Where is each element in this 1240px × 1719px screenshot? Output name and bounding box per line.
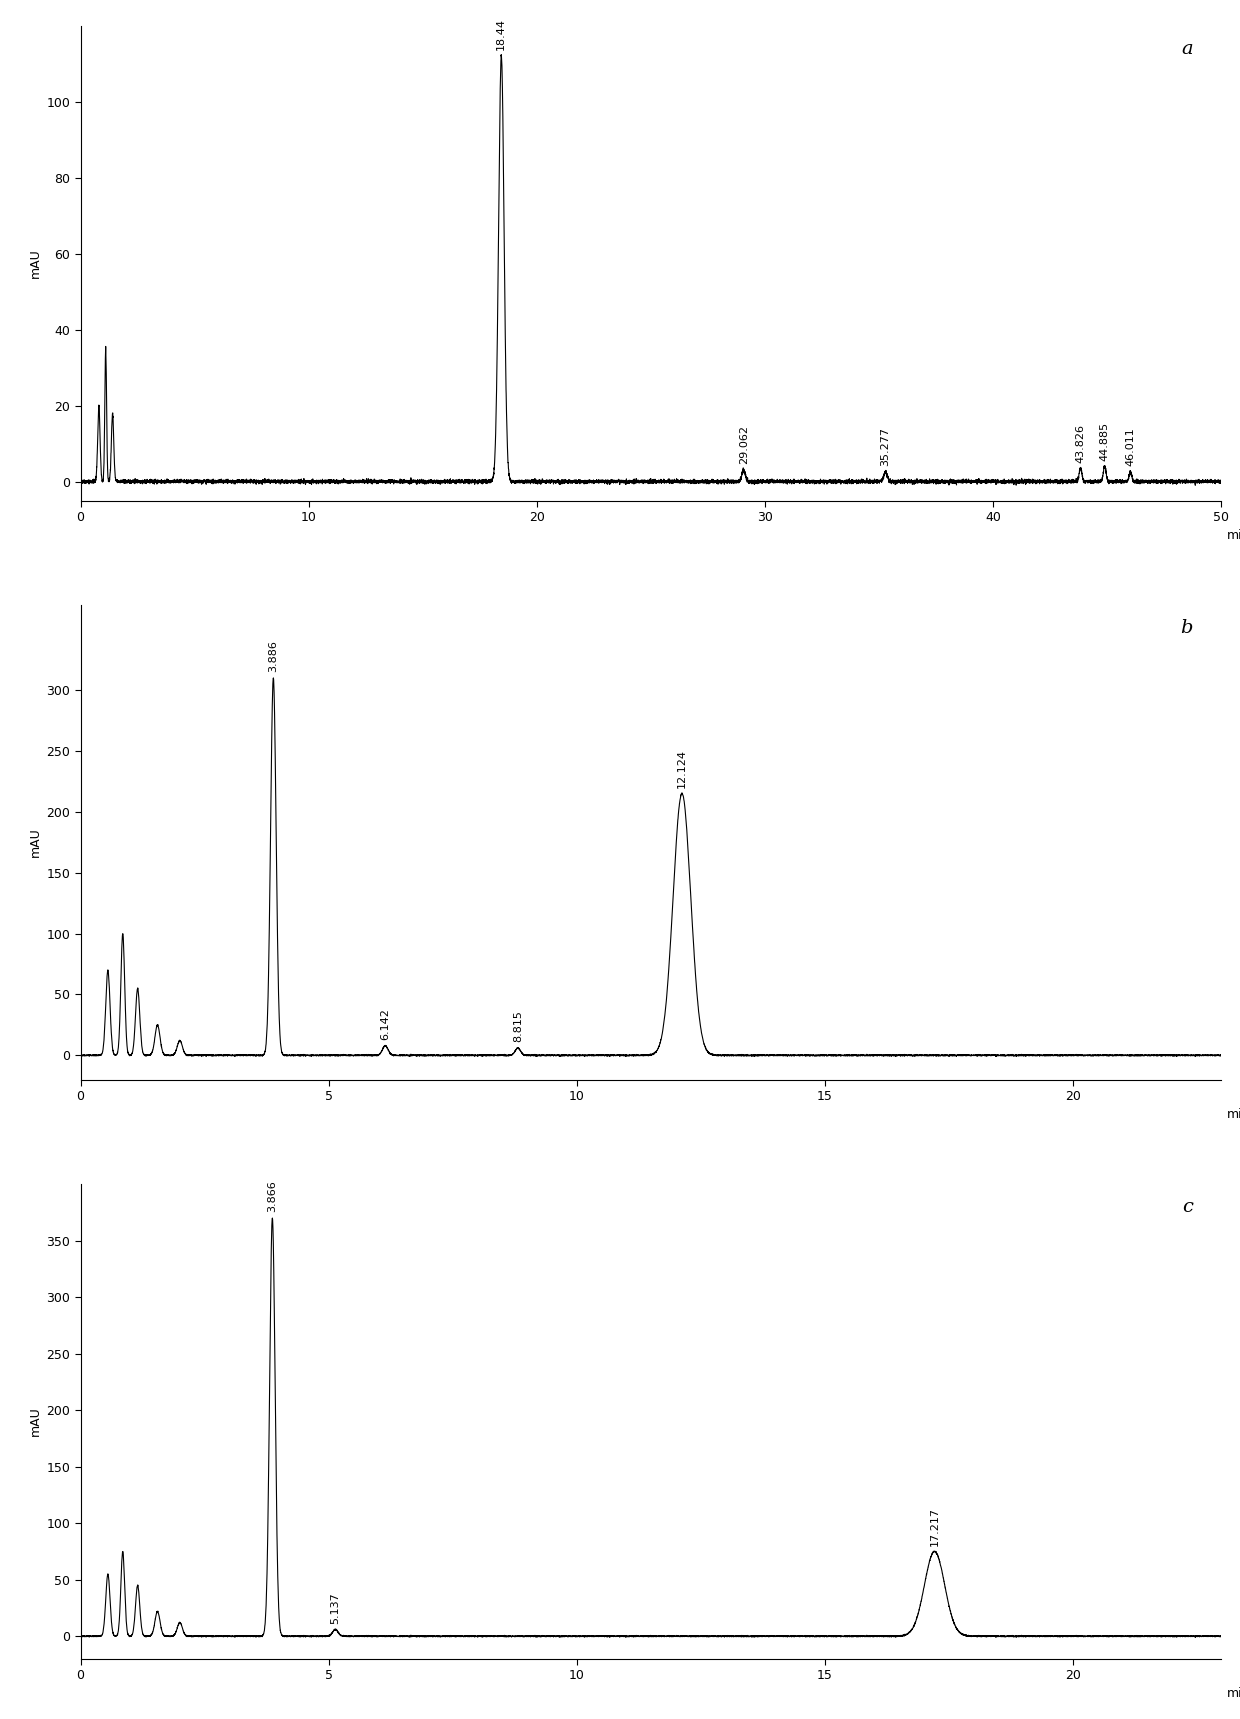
Text: 44.885: 44.885	[1100, 421, 1110, 461]
Text: a: a	[1182, 40, 1193, 58]
Text: 3.866: 3.866	[268, 1181, 278, 1212]
Text: 29.062: 29.062	[739, 425, 749, 464]
Text: 12.124: 12.124	[677, 749, 687, 787]
Text: min: min	[1228, 1688, 1240, 1700]
Text: 17.217: 17.217	[930, 1508, 940, 1545]
Text: 18.44: 18.44	[496, 19, 506, 50]
Y-axis label: mAU: mAU	[30, 827, 42, 858]
Text: b: b	[1180, 619, 1193, 638]
Y-axis label: mAU: mAU	[30, 1406, 42, 1437]
Y-axis label: mAU: mAU	[30, 248, 42, 278]
Text: 5.137: 5.137	[330, 1592, 341, 1624]
Text: min: min	[1228, 529, 1240, 541]
Text: 6.142: 6.142	[381, 1007, 391, 1040]
Text: 43.826: 43.826	[1075, 423, 1085, 462]
Text: 8.815: 8.815	[513, 1011, 523, 1042]
Text: c: c	[1182, 1198, 1193, 1217]
Text: 35.277: 35.277	[880, 428, 890, 466]
Text: 46.011: 46.011	[1126, 428, 1136, 466]
Text: 3.886: 3.886	[268, 641, 278, 672]
Text: min: min	[1228, 1109, 1240, 1121]
